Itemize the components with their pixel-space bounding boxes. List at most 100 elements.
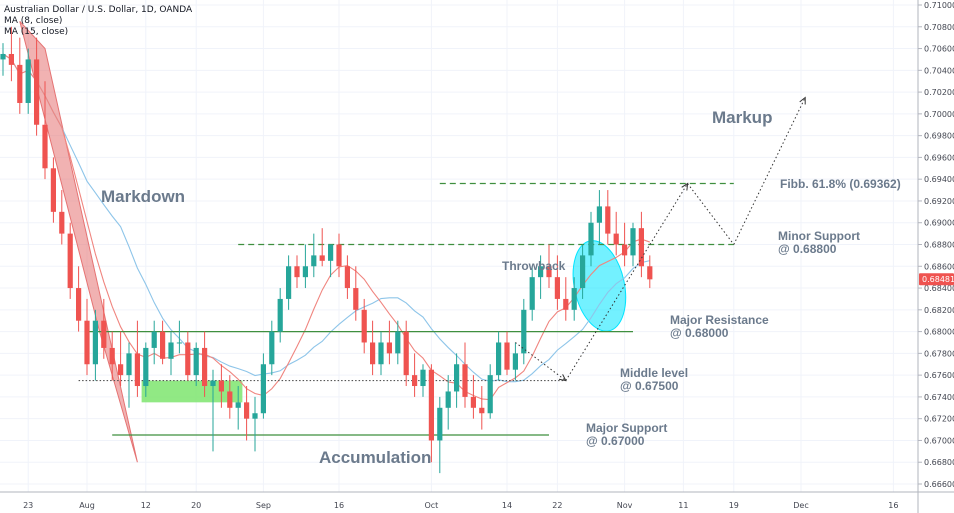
candle-body: [126, 353, 132, 376]
candle-body: [227, 391, 233, 408]
candle: [202, 331, 208, 397]
candle-body: [647, 266, 653, 280]
y-tick-label: 0.68800: [924, 241, 954, 250]
y-tick-label: 0.70000: [924, 110, 954, 119]
candle: [428, 364, 434, 463]
candle: [546, 244, 552, 289]
candle: [521, 298, 527, 365]
y-tick-label: 0.68200: [924, 306, 954, 315]
candle-body: [76, 288, 82, 321]
middle-level-label: Middle level: [620, 366, 688, 380]
x-tick-label: Sep: [256, 501, 271, 510]
candle: [630, 222, 636, 267]
candle-body: [34, 59, 40, 125]
candle: [638, 211, 644, 278]
candle: [479, 386, 485, 430]
candle-body: [277, 298, 283, 332]
markup-label: Markup: [712, 108, 772, 127]
candle: [596, 190, 602, 245]
candle-body: [353, 288, 359, 310]
candle: [92, 309, 98, 381]
candle-body: [479, 407, 485, 414]
candle-body: [134, 353, 140, 387]
candle: [504, 331, 510, 376]
candle-body: [370, 342, 376, 365]
chart-title: Australian Dollar / U.S. Dollar, 1D, OAN…: [4, 5, 193, 15]
candle: [412, 353, 418, 397]
candle: [294, 255, 300, 289]
candle: [109, 331, 115, 381]
candle: [386, 320, 392, 365]
projection-arrow-1: [515, 342, 567, 381]
y-tick-label: 0.67000: [924, 436, 954, 445]
projection-arrow-2: [565, 183, 689, 381]
candle: [361, 298, 367, 354]
candle-body: [546, 266, 552, 278]
x-tick-label: 22: [552, 501, 562, 510]
accumulation-box: [141, 380, 243, 403]
candle-body: [311, 255, 317, 267]
candle-body: [470, 396, 476, 408]
candle-body: [437, 407, 443, 441]
candle-body: [605, 206, 611, 234]
candle: [420, 364, 426, 397]
candle: [67, 222, 73, 299]
candle-body: [168, 342, 174, 359]
candle: [76, 266, 82, 332]
y-tick-label: 0.68400: [924, 284, 954, 293]
candle: [462, 342, 468, 408]
middle-level-value: @ 0.67500: [620, 379, 679, 393]
candle: [185, 331, 191, 381]
candle: [563, 277, 569, 321]
candle-body: [151, 331, 157, 348]
candle: [210, 369, 216, 452]
candle-body: [554, 277, 560, 299]
candle: [193, 342, 199, 387]
candle: [160, 320, 166, 365]
candle-body: [378, 342, 384, 365]
y-tick-label: 0.67200: [924, 415, 954, 424]
candle-body: [252, 413, 258, 419]
candle-body: [17, 64, 23, 103]
candle-body: [185, 342, 191, 376]
candle-body: [512, 353, 518, 370]
candle: [470, 375, 476, 419]
candle-body: [521, 309, 527, 354]
candle-body: [101, 320, 107, 348]
candle: [319, 228, 325, 267]
major-resistance-value: @ 0.68000: [670, 326, 729, 340]
candle: [353, 266, 359, 321]
candle-body: [0, 53, 6, 60]
candle: [605, 190, 611, 245]
y-tick-label: 0.69200: [924, 197, 954, 206]
y-tick-label: 0.69000: [924, 219, 954, 228]
candle: [244, 386, 250, 441]
candle: [496, 331, 502, 381]
candle-body: [328, 244, 334, 261]
candle: [328, 244, 334, 278]
candle-body: [109, 347, 115, 365]
candle-body: [462, 364, 468, 397]
candle-body: [235, 402, 241, 408]
y-tick-label: 0.66800: [924, 458, 954, 467]
candle: [529, 266, 535, 321]
candle-body: [529, 277, 535, 310]
candle: [538, 255, 544, 299]
candle-body: [319, 255, 325, 261]
candle: [17, 37, 23, 114]
y-tick-label: 0.67400: [924, 393, 954, 402]
candle: [134, 320, 140, 397]
candle: [454, 353, 460, 408]
candle: [571, 277, 577, 321]
candle: [395, 320, 401, 365]
candle: [260, 353, 266, 419]
candle-body: [302, 266, 308, 278]
candle: [445, 375, 451, 430]
candle-body: [244, 402, 250, 419]
major-support-value: @ 0.67000: [586, 434, 645, 448]
candle: [168, 331, 174, 376]
candle-body: [160, 331, 166, 359]
candle: [235, 386, 241, 430]
ma-15-line: [2, 53, 650, 383]
